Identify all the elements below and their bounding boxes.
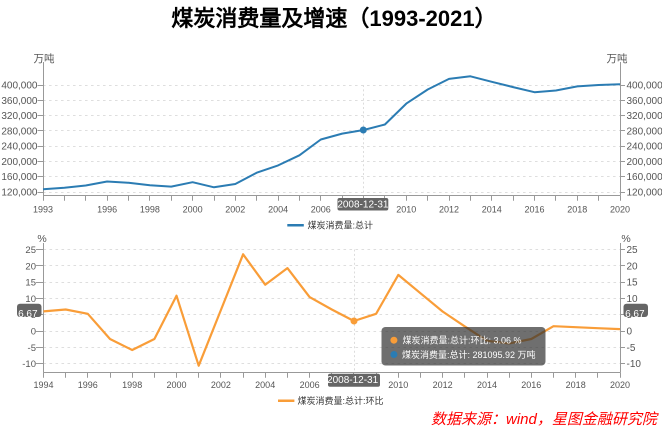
svg-text:煤炭消费量:总计:环比: 煤炭消费量:总计:环比: [298, 395, 384, 406]
svg-text:0: 0: [627, 327, 633, 338]
svg-text:%: %: [37, 233, 46, 245]
svg-text:-10: -10: [22, 359, 36, 370]
svg-text:2010: 2010: [396, 205, 416, 215]
svg-text:6.67: 6.67: [18, 309, 38, 320]
svg-text:煤炭消费量:总计: 煤炭消费量:总计: [308, 220, 374, 231]
svg-text:2008-12-31: 2008-12-31: [327, 375, 379, 386]
svg-text:2006: 2006: [311, 205, 331, 215]
svg-text:2004: 2004: [268, 205, 288, 215]
svg-text:2002: 2002: [225, 205, 245, 215]
svg-text:1996: 1996: [78, 380, 98, 390]
svg-text:万吨: 万吨: [34, 52, 55, 65]
svg-text:120,000: 120,000: [1, 188, 38, 199]
svg-text:万吨: 万吨: [607, 52, 628, 65]
svg-text:320,000: 320,000: [627, 111, 662, 122]
svg-text:-5: -5: [28, 343, 36, 354]
svg-text:240,000: 240,000: [627, 142, 662, 153]
svg-text:1993: 1993: [33, 205, 53, 215]
svg-text:400,000: 400,000: [1, 81, 38, 92]
svg-text:%: %: [621, 233, 630, 245]
svg-text:煤炭消费量:总计: 281095.92 万吨: 煤炭消费量:总计: 281095.92 万吨: [402, 349, 536, 360]
svg-text:2012: 2012: [439, 205, 459, 215]
svg-text:2014: 2014: [477, 380, 497, 390]
svg-text:1994: 1994: [33, 380, 53, 390]
svg-text:280,000: 280,000: [627, 126, 662, 137]
svg-text:2020: 2020: [610, 380, 630, 390]
svg-text:160,000: 160,000: [627, 172, 662, 183]
svg-text:6.67: 6.67: [625, 309, 645, 320]
svg-text:240,000: 240,000: [1, 142, 38, 153]
svg-text:400,000: 400,000: [627, 81, 662, 92]
svg-text:2006: 2006: [300, 380, 320, 390]
svg-text:160,000: 160,000: [1, 172, 38, 183]
svg-text:15: 15: [25, 278, 36, 289]
svg-text:1996: 1996: [97, 205, 117, 215]
svg-text:2000: 2000: [166, 380, 186, 390]
svg-text:25: 25: [627, 245, 639, 256]
svg-text:200,000: 200,000: [627, 157, 662, 168]
svg-text:2000: 2000: [183, 205, 203, 215]
svg-text:-5: -5: [627, 343, 636, 354]
svg-text:2010: 2010: [388, 380, 408, 390]
svg-text:2008-12-31: 2008-12-31: [337, 200, 389, 211]
svg-text:煤炭消费量及增速（1993-2021）: 煤炭消费量及增速（1993-2021）: [171, 6, 496, 31]
svg-text:-10: -10: [627, 359, 642, 370]
svg-text:10: 10: [25, 294, 36, 305]
svg-text:2012: 2012: [433, 380, 453, 390]
svg-text:2002: 2002: [211, 380, 231, 390]
svg-text:200,000: 200,000: [1, 157, 38, 168]
svg-text:360,000: 360,000: [1, 96, 38, 107]
svg-text:20: 20: [627, 261, 639, 272]
svg-text:煤炭消费量:总计:环比: 3.06 %: 煤炭消费量:总计:环比: 3.06 %: [403, 334, 522, 345]
svg-text:2018: 2018: [566, 380, 586, 390]
svg-text:2020: 2020: [610, 205, 630, 215]
svg-text:20: 20: [25, 261, 36, 272]
svg-text:1998: 1998: [140, 205, 160, 215]
svg-text:2016: 2016: [521, 380, 541, 390]
svg-text:2016: 2016: [524, 205, 544, 215]
svg-text:120,000: 120,000: [627, 188, 662, 199]
svg-text:280,000: 280,000: [1, 126, 38, 137]
svg-text:25: 25: [25, 245, 36, 256]
svg-text:320,000: 320,000: [1, 111, 38, 122]
svg-text:10: 10: [627, 294, 639, 305]
svg-text:1998: 1998: [122, 380, 142, 390]
svg-text:15: 15: [627, 278, 639, 289]
svg-text:2018: 2018: [567, 205, 587, 215]
svg-text:0: 0: [31, 327, 36, 338]
svg-text:数据来源：wind，星图金融研究院: 数据来源：wind，星图金融研究院: [431, 411, 659, 428]
svg-text:2014: 2014: [482, 205, 502, 215]
svg-text:2004: 2004: [255, 380, 275, 390]
svg-text:360,000: 360,000: [627, 96, 662, 107]
